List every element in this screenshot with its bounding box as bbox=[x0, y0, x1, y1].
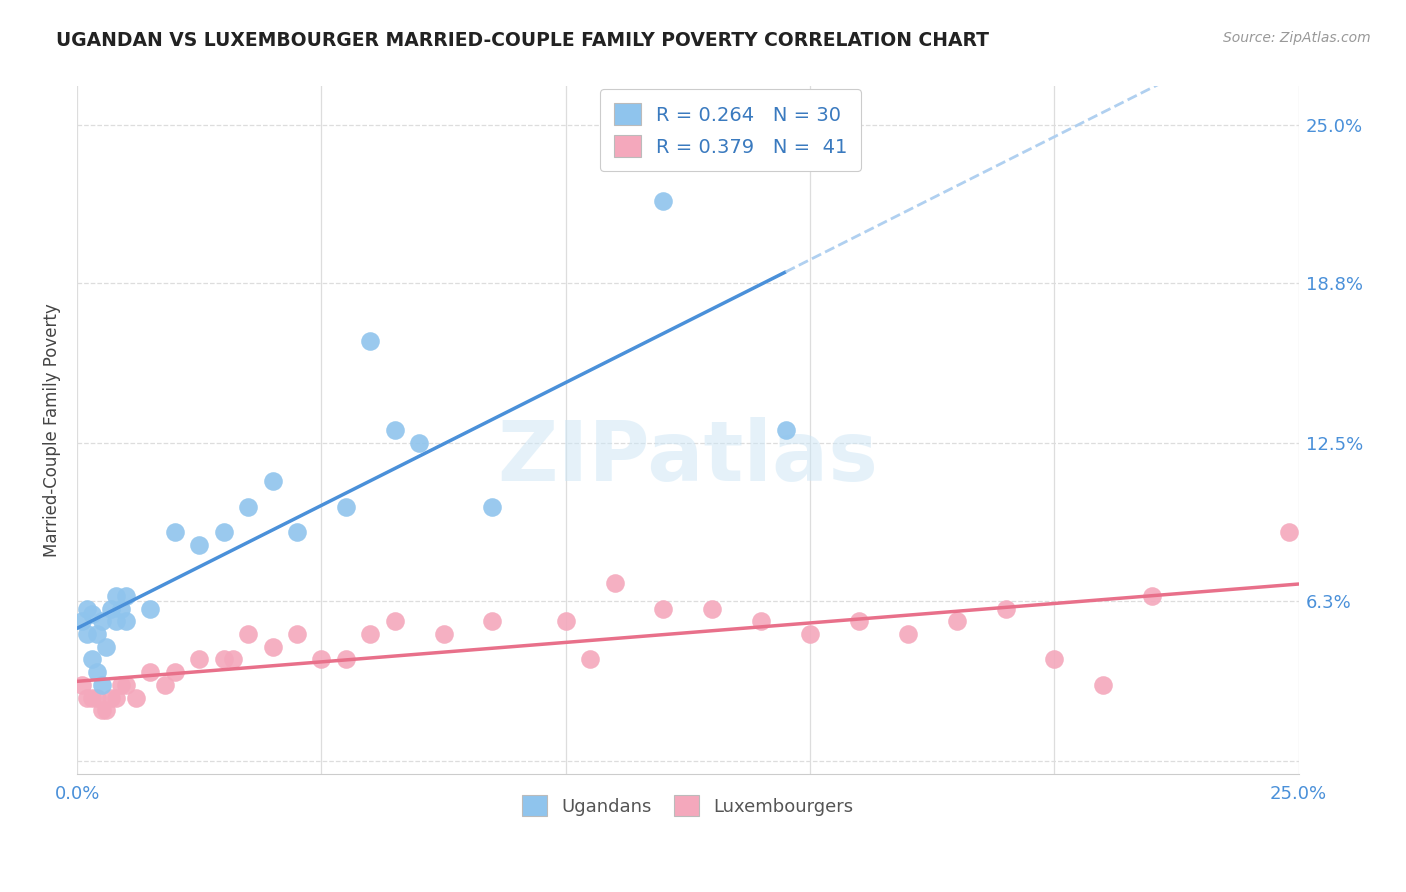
Point bbox=[702, 601, 724, 615]
Point bbox=[285, 627, 308, 641]
Point bbox=[262, 640, 284, 654]
Point bbox=[188, 652, 211, 666]
Point bbox=[481, 615, 503, 629]
Point bbox=[90, 615, 112, 629]
Y-axis label: Married-Couple Family Poverty: Married-Couple Family Poverty bbox=[44, 303, 60, 558]
Point bbox=[139, 601, 162, 615]
Point bbox=[96, 640, 118, 654]
Point bbox=[1092, 678, 1115, 692]
Point bbox=[285, 525, 308, 540]
Point bbox=[236, 500, 259, 514]
Point bbox=[848, 615, 870, 629]
Point bbox=[384, 423, 406, 437]
Point bbox=[408, 436, 430, 450]
Point bbox=[80, 652, 103, 666]
Point bbox=[359, 334, 381, 348]
Point bbox=[897, 627, 920, 641]
Point bbox=[70, 615, 93, 629]
Point bbox=[262, 474, 284, 488]
Point bbox=[775, 423, 797, 437]
Point bbox=[76, 601, 98, 615]
Point bbox=[212, 525, 235, 540]
Point bbox=[125, 690, 148, 705]
Text: UGANDAN VS LUXEMBOURGER MARRIED-COUPLE FAMILY POVERTY CORRELATION CHART: UGANDAN VS LUXEMBOURGER MARRIED-COUPLE F… bbox=[56, 31, 990, 50]
Point bbox=[105, 615, 128, 629]
Point bbox=[163, 525, 186, 540]
Point bbox=[105, 690, 128, 705]
Point bbox=[749, 615, 772, 629]
Point bbox=[432, 627, 454, 641]
Point bbox=[86, 665, 108, 680]
Point bbox=[76, 627, 98, 641]
Point bbox=[335, 652, 357, 666]
Point bbox=[76, 690, 98, 705]
Point bbox=[212, 652, 235, 666]
Point bbox=[153, 678, 176, 692]
Point bbox=[799, 627, 821, 641]
Point bbox=[86, 627, 108, 641]
Point bbox=[652, 601, 675, 615]
Point bbox=[80, 607, 103, 621]
Point bbox=[90, 678, 112, 692]
Point bbox=[384, 615, 406, 629]
Point bbox=[163, 665, 186, 680]
Point bbox=[335, 500, 357, 514]
Point bbox=[236, 627, 259, 641]
Text: ZIPatlas: ZIPatlas bbox=[498, 417, 879, 499]
Point bbox=[105, 589, 128, 603]
Point bbox=[110, 678, 132, 692]
Point bbox=[96, 703, 118, 717]
Point bbox=[554, 615, 576, 629]
Point bbox=[86, 690, 108, 705]
Point bbox=[481, 500, 503, 514]
Point bbox=[115, 615, 138, 629]
Point bbox=[652, 194, 675, 208]
Point bbox=[359, 627, 381, 641]
Point bbox=[222, 652, 245, 666]
Point bbox=[115, 678, 138, 692]
Point bbox=[945, 615, 967, 629]
Point bbox=[115, 589, 138, 603]
Point bbox=[1043, 652, 1066, 666]
Point bbox=[80, 690, 103, 705]
Point bbox=[603, 576, 626, 591]
Point bbox=[994, 601, 1017, 615]
Point bbox=[100, 690, 122, 705]
Point bbox=[311, 652, 333, 666]
Point bbox=[139, 665, 162, 680]
Point bbox=[579, 652, 602, 666]
Point bbox=[1278, 525, 1301, 540]
Legend: Ugandans, Luxembourgers: Ugandans, Luxembourgers bbox=[515, 789, 860, 823]
Point bbox=[100, 601, 122, 615]
Point bbox=[1140, 589, 1163, 603]
Text: Source: ZipAtlas.com: Source: ZipAtlas.com bbox=[1223, 31, 1371, 45]
Point bbox=[110, 601, 132, 615]
Point bbox=[90, 703, 112, 717]
Point bbox=[188, 538, 211, 552]
Point bbox=[70, 678, 93, 692]
